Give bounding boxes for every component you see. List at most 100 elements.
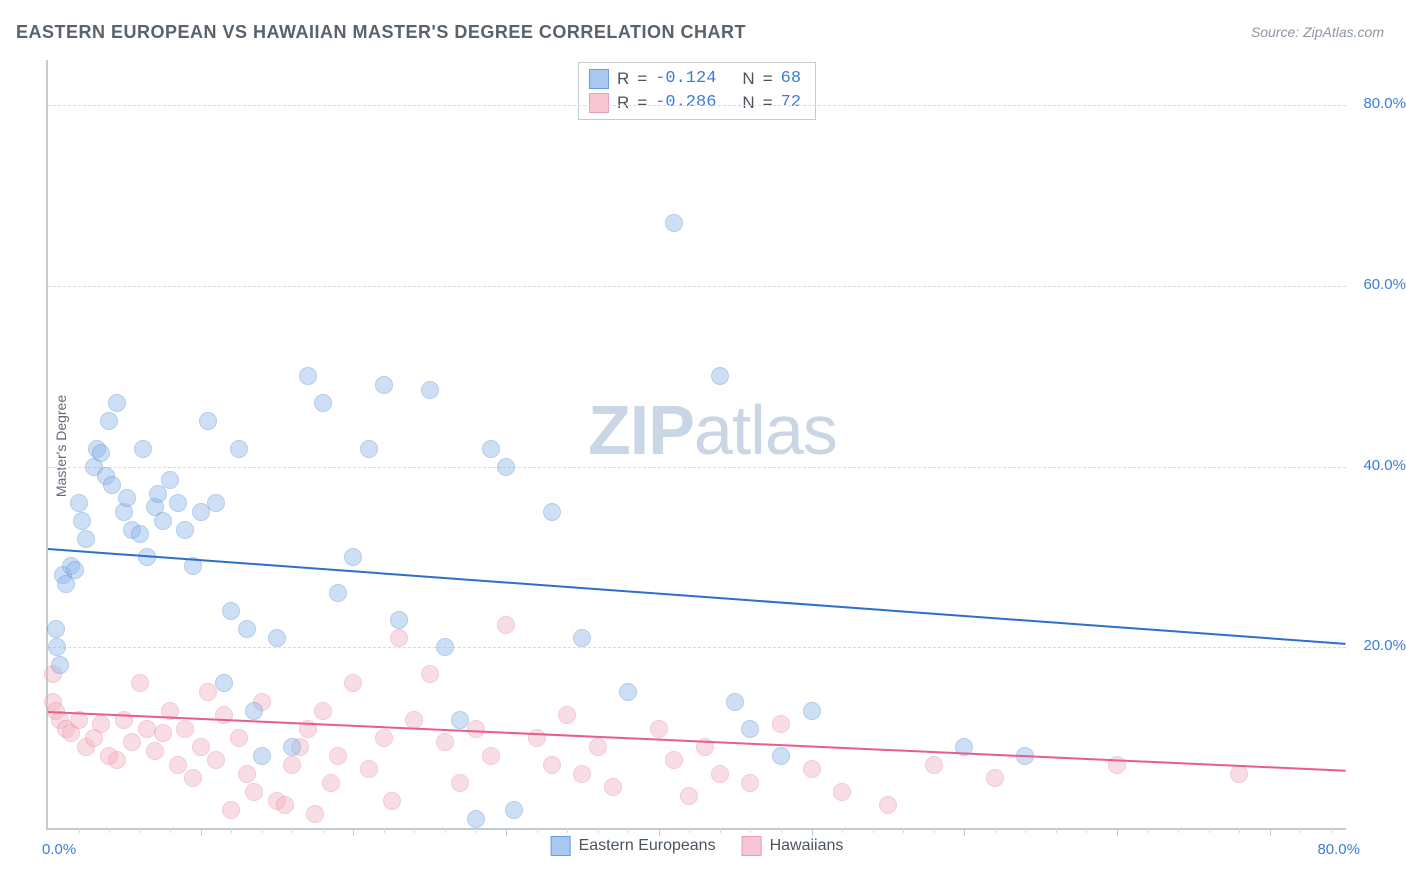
data-point [360, 440, 378, 458]
x-minor-tick [476, 828, 477, 833]
watermark-light: atlas [694, 391, 837, 469]
x-minor-tick [1086, 828, 1087, 833]
data-point [66, 561, 84, 579]
stats-N-label-1: N [742, 67, 754, 91]
data-point [134, 440, 152, 458]
data-point [375, 729, 393, 747]
data-point [329, 747, 347, 765]
stats-R-label-2: R [617, 91, 629, 115]
data-point [176, 521, 194, 539]
stats-eq-1a: = [637, 67, 647, 91]
data-point [803, 702, 821, 720]
data-point [482, 440, 500, 458]
stats-row-series1: R = -0.124 N = 68 [589, 67, 801, 91]
legend-swatch-series1 [551, 836, 571, 856]
data-point [436, 638, 454, 656]
data-point [741, 720, 759, 738]
data-point [245, 783, 263, 801]
data-point [436, 733, 454, 751]
data-point [505, 801, 523, 819]
stats-N-label-2: N [742, 91, 754, 115]
x-minor-tick [414, 828, 415, 833]
legend-label-series2: Hawaiians [770, 837, 844, 855]
stats-row-series2: R = -0.286 N = 72 [589, 91, 801, 115]
x-minor-tick [689, 828, 690, 833]
stats-N-val-1: 68 [781, 67, 801, 91]
data-point [543, 503, 561, 521]
x-minor-tick [1331, 828, 1332, 833]
x-minor-tick [1300, 828, 1301, 833]
data-point [467, 720, 485, 738]
data-point [589, 738, 607, 756]
swatch-series2 [589, 93, 609, 113]
data-point [283, 756, 301, 774]
data-point [283, 738, 301, 756]
data-point [245, 702, 263, 720]
data-point [879, 796, 897, 814]
data-point [176, 720, 194, 738]
data-point [154, 724, 172, 742]
data-point [123, 733, 141, 751]
x-minor-tick [262, 828, 263, 833]
data-point [528, 729, 546, 747]
data-point [344, 674, 362, 692]
data-point [207, 751, 225, 769]
stats-R-val-2: -0.286 [655, 91, 716, 115]
x-major-tick [201, 828, 202, 836]
gridline [48, 286, 1346, 287]
data-point [711, 765, 729, 783]
data-point [207, 494, 225, 512]
data-point [451, 774, 469, 792]
data-point [604, 778, 622, 796]
gridline [48, 647, 1346, 648]
data-point [131, 525, 149, 543]
data-point [238, 620, 256, 638]
data-point [322, 774, 340, 792]
swatch-series1 [589, 69, 609, 89]
data-point [238, 765, 256, 783]
data-point [986, 769, 1004, 787]
x-minor-tick [1147, 828, 1148, 833]
data-point [131, 674, 149, 692]
legend-item-series1: Eastern Europeans [551, 836, 716, 856]
x-minor-tick [1209, 828, 1210, 833]
data-point [803, 760, 821, 778]
data-point [222, 801, 240, 819]
data-point [192, 738, 210, 756]
watermark: ZIPatlas [588, 390, 837, 470]
data-point [1230, 765, 1248, 783]
data-point [665, 214, 683, 232]
x-minor-tick [170, 828, 171, 833]
x-minor-tick [934, 828, 935, 833]
x-minor-tick [781, 828, 782, 833]
data-point [253, 747, 271, 765]
data-point [108, 394, 126, 412]
data-point [47, 620, 65, 638]
data-point [772, 715, 790, 733]
data-point [497, 458, 515, 476]
x-minor-tick [323, 828, 324, 833]
data-point [103, 476, 121, 494]
data-point [467, 810, 485, 828]
stats-eq-2a: = [637, 91, 647, 115]
data-point [184, 769, 202, 787]
data-point [390, 611, 408, 629]
x-minor-tick [1178, 828, 1179, 833]
data-point [92, 715, 110, 733]
data-point [344, 548, 362, 566]
data-point [268, 629, 286, 647]
stats-N-val-2: 72 [781, 91, 801, 115]
x-minor-tick [903, 828, 904, 833]
x-minor-tick [231, 828, 232, 833]
data-point [215, 706, 233, 724]
data-point [329, 584, 347, 602]
stats-eq-2b: = [763, 91, 773, 115]
data-point [619, 683, 637, 701]
x-minor-tick [109, 828, 110, 833]
data-point [650, 720, 668, 738]
x-minor-tick [598, 828, 599, 833]
x-major-tick [659, 828, 660, 836]
watermark-bold: ZIP [588, 391, 694, 469]
data-point [482, 747, 500, 765]
chart-title: EASTERN EUROPEAN VS HAWAIIAN MASTER'S DE… [16, 22, 746, 43]
